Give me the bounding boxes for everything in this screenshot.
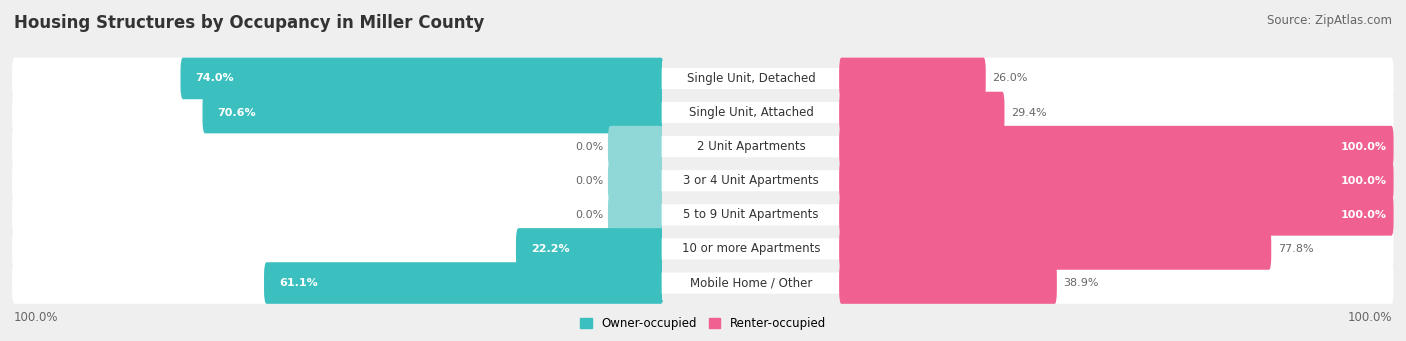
FancyBboxPatch shape <box>13 92 664 133</box>
Text: Housing Structures by Occupancy in Miller County: Housing Structures by Occupancy in Mille… <box>14 14 485 32</box>
FancyBboxPatch shape <box>13 160 664 202</box>
FancyBboxPatch shape <box>662 204 841 225</box>
Text: 38.9%: 38.9% <box>1063 278 1099 288</box>
FancyBboxPatch shape <box>839 160 1393 202</box>
FancyBboxPatch shape <box>839 126 1393 167</box>
FancyBboxPatch shape <box>839 262 1393 304</box>
Text: 22.2%: 22.2% <box>531 244 569 254</box>
Text: 0.0%: 0.0% <box>575 142 603 152</box>
Text: 5 to 9 Unit Apartments: 5 to 9 Unit Apartments <box>683 208 818 221</box>
Text: 77.8%: 77.8% <box>1278 244 1313 254</box>
Text: 100.0%: 100.0% <box>1347 311 1392 324</box>
FancyBboxPatch shape <box>839 228 1393 270</box>
FancyBboxPatch shape <box>662 102 841 123</box>
FancyBboxPatch shape <box>839 58 986 99</box>
Text: Mobile Home / Other: Mobile Home / Other <box>690 277 813 290</box>
Text: 26.0%: 26.0% <box>993 73 1028 84</box>
Legend: Owner-occupied, Renter-occupied: Owner-occupied, Renter-occupied <box>575 313 831 335</box>
FancyBboxPatch shape <box>264 262 664 304</box>
Text: Source: ZipAtlas.com: Source: ZipAtlas.com <box>1267 14 1392 27</box>
FancyBboxPatch shape <box>13 126 664 167</box>
FancyBboxPatch shape <box>662 272 841 294</box>
Text: 29.4%: 29.4% <box>1011 107 1046 118</box>
FancyBboxPatch shape <box>13 194 664 236</box>
FancyBboxPatch shape <box>607 126 664 167</box>
FancyBboxPatch shape <box>516 228 664 270</box>
FancyBboxPatch shape <box>662 170 841 191</box>
Text: Single Unit, Detached: Single Unit, Detached <box>688 72 815 85</box>
FancyBboxPatch shape <box>607 160 664 202</box>
Text: 0.0%: 0.0% <box>575 210 603 220</box>
Text: 10 or more Apartments: 10 or more Apartments <box>682 242 821 255</box>
Text: 74.0%: 74.0% <box>195 73 233 84</box>
Text: 70.6%: 70.6% <box>218 107 256 118</box>
Text: 2 Unit Apartments: 2 Unit Apartments <box>697 140 806 153</box>
FancyBboxPatch shape <box>13 262 664 304</box>
FancyBboxPatch shape <box>607 194 664 236</box>
FancyBboxPatch shape <box>662 68 841 89</box>
FancyBboxPatch shape <box>839 194 1393 236</box>
FancyBboxPatch shape <box>662 238 841 260</box>
FancyBboxPatch shape <box>839 194 1393 236</box>
Text: 100.0%: 100.0% <box>1340 210 1386 220</box>
Text: 0.0%: 0.0% <box>575 176 603 186</box>
Text: 61.1%: 61.1% <box>278 278 318 288</box>
FancyBboxPatch shape <box>839 262 1057 304</box>
Text: 3 or 4 Unit Apartments: 3 or 4 Unit Apartments <box>683 174 820 187</box>
FancyBboxPatch shape <box>202 92 664 133</box>
Text: 100.0%: 100.0% <box>14 311 59 324</box>
FancyBboxPatch shape <box>839 228 1271 270</box>
FancyBboxPatch shape <box>13 228 664 270</box>
FancyBboxPatch shape <box>839 92 1004 133</box>
FancyBboxPatch shape <box>180 58 664 99</box>
FancyBboxPatch shape <box>839 126 1393 167</box>
FancyBboxPatch shape <box>839 92 1393 133</box>
Text: 100.0%: 100.0% <box>1340 176 1386 186</box>
FancyBboxPatch shape <box>839 58 1393 99</box>
FancyBboxPatch shape <box>662 136 841 157</box>
Text: 100.0%: 100.0% <box>1340 142 1386 152</box>
FancyBboxPatch shape <box>13 58 664 99</box>
FancyBboxPatch shape <box>839 160 1393 202</box>
Text: Single Unit, Attached: Single Unit, Attached <box>689 106 814 119</box>
